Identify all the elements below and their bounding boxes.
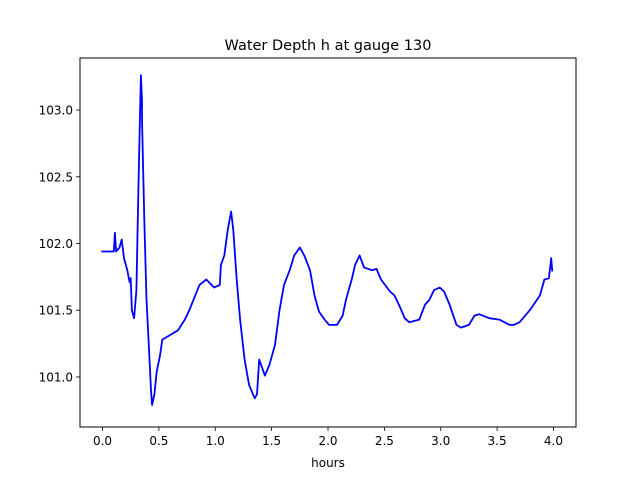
x-axis-label: hours <box>311 456 345 470</box>
x-tick-label: 2.5 <box>375 434 394 448</box>
x-tick-label: 1.5 <box>262 434 281 448</box>
y-tick-label: 102.0 <box>39 237 73 251</box>
x-tick-label: 1.0 <box>206 434 225 448</box>
y-tick-label: 102.5 <box>39 170 73 184</box>
y-tick-label: 101.0 <box>39 370 73 384</box>
x-tick-label: 3.5 <box>488 434 507 448</box>
x-tick-label: 4.0 <box>544 434 563 448</box>
x-tick-label: 3.0 <box>431 434 450 448</box>
chart-title: Water Depth h at gauge 130 <box>225 38 432 54</box>
y-tick-label: 103.0 <box>39 104 73 118</box>
x-tick-label: 0.5 <box>149 434 168 448</box>
x-tick-label: 0.0 <box>93 434 112 448</box>
series-line-h <box>101 74 554 406</box>
x-tick-label: 2.0 <box>318 434 337 448</box>
plot-frame <box>79 57 577 428</box>
y-tick-label: 101.5 <box>39 304 73 318</box>
